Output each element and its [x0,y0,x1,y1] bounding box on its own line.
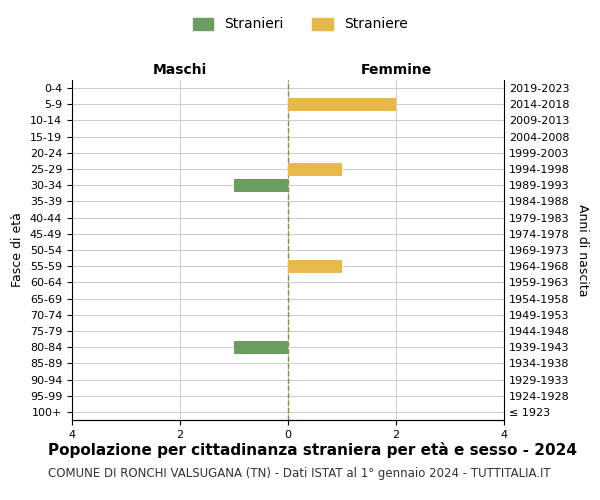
Text: COMUNE DI RONCHI VALSUGANA (TN) - Dati ISTAT al 1° gennaio 2024 - TUTTITALIA.IT: COMUNE DI RONCHI VALSUGANA (TN) - Dati I… [48,468,551,480]
Bar [288,260,342,272]
Bar [234,179,288,192]
Y-axis label: Fasce di età: Fasce di età [11,212,25,288]
Y-axis label: Anni di nascita: Anni di nascita [576,204,589,296]
Bar [288,98,396,111]
Legend: Stranieri, Straniere: Stranieri, Straniere [187,12,413,37]
Bar [288,162,342,175]
Text: Popolazione per cittadinanza straniera per età e sesso - 2024: Popolazione per cittadinanza straniera p… [48,442,577,458]
Text: Maschi: Maschi [153,64,207,78]
Bar [234,340,288,353]
Text: Femmine: Femmine [361,64,431,78]
